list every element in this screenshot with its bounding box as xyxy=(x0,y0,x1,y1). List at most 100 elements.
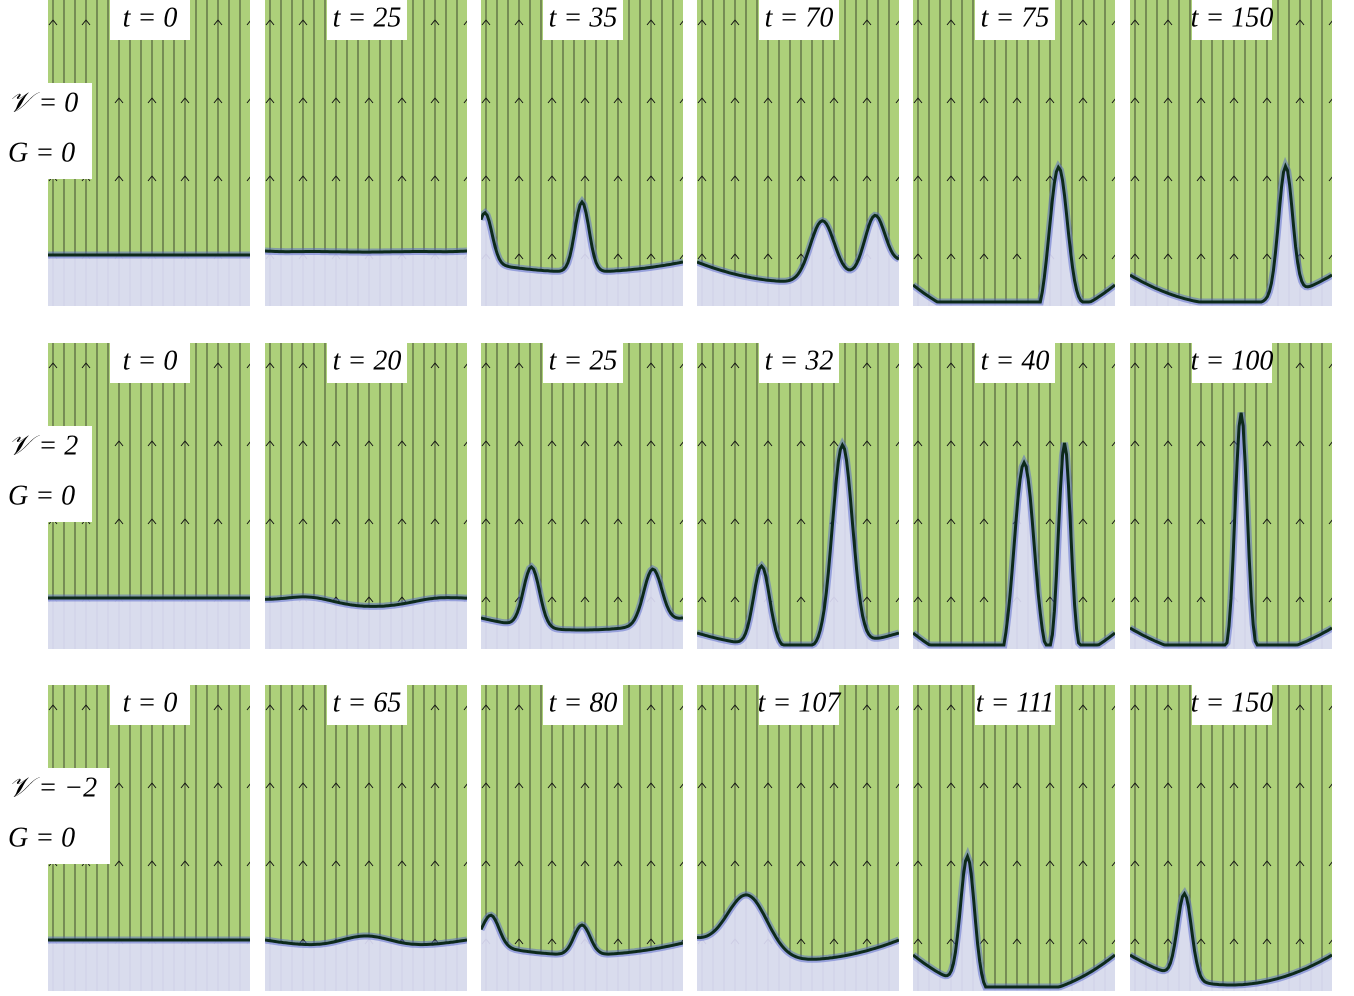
arrow xyxy=(1328,783,1332,789)
arrow xyxy=(265,518,275,525)
arrow xyxy=(979,175,989,182)
arrow xyxy=(1130,362,1140,369)
panel: t = 65 xyxy=(265,685,467,991)
arrow xyxy=(679,98,683,104)
time-label: t = 107 xyxy=(758,687,842,718)
arrow xyxy=(180,518,190,525)
arrow xyxy=(1130,596,1140,603)
fluid-bottom xyxy=(697,894,899,991)
arrow xyxy=(1111,176,1115,182)
arrow xyxy=(796,938,806,945)
arrow xyxy=(547,440,557,447)
arrow xyxy=(514,175,524,182)
panel-content xyxy=(265,0,467,306)
arrow xyxy=(213,518,223,525)
arrow xyxy=(697,362,707,369)
arrow xyxy=(364,440,374,447)
arrow xyxy=(298,175,308,182)
arrow xyxy=(679,441,683,447)
arrow xyxy=(481,19,491,26)
arrow xyxy=(1130,19,1140,26)
arrow xyxy=(463,705,467,711)
arrow xyxy=(796,860,806,867)
arrow xyxy=(547,782,557,789)
arrow xyxy=(697,253,707,260)
arrow xyxy=(829,938,839,945)
interface xyxy=(1130,162,1332,304)
arrow xyxy=(646,253,656,260)
arrow xyxy=(430,782,440,789)
panel: t = 75 xyxy=(913,0,1115,306)
arrow xyxy=(481,518,491,525)
arrow xyxy=(613,782,623,789)
arrow xyxy=(514,704,524,711)
fluid-bottom xyxy=(265,936,467,991)
panel-content xyxy=(697,343,899,649)
row-label-box xyxy=(0,426,92,522)
arrow xyxy=(265,782,275,789)
arrow xyxy=(1196,860,1206,867)
panel: t = 80 xyxy=(481,685,683,991)
arrow xyxy=(463,20,467,26)
time-label-box xyxy=(759,0,839,40)
time-label-box xyxy=(975,343,1055,383)
interface xyxy=(1130,412,1332,647)
time-label-box xyxy=(110,0,190,40)
time-label: t = 80 xyxy=(549,687,618,718)
fluid-top xyxy=(1130,0,1332,306)
arrow xyxy=(463,363,467,369)
arrow xyxy=(114,782,124,789)
arrow xyxy=(114,97,124,104)
arrow xyxy=(1012,782,1022,789)
fluid-top xyxy=(697,343,899,649)
arrow xyxy=(298,860,308,867)
arrow xyxy=(1262,518,1272,525)
interface xyxy=(697,441,899,647)
arrow xyxy=(862,596,872,603)
arrow xyxy=(1130,782,1140,789)
arrow xyxy=(481,596,491,603)
arrow xyxy=(246,176,250,182)
panel-content xyxy=(1130,685,1332,991)
arrow xyxy=(613,938,623,945)
arrow xyxy=(1045,518,1055,525)
time-label: t = 20 xyxy=(333,345,402,376)
arrow xyxy=(1262,782,1272,789)
arrow xyxy=(697,97,707,104)
arrow xyxy=(913,362,923,369)
fluid-bottom xyxy=(48,598,250,649)
arrow xyxy=(763,97,773,104)
arrow xyxy=(613,97,623,104)
arrow xyxy=(646,440,656,447)
arrow xyxy=(1111,519,1115,525)
arrow xyxy=(331,782,341,789)
interface xyxy=(913,164,1115,304)
arrow xyxy=(481,440,491,447)
time-label: t = 25 xyxy=(549,345,618,376)
panel: t = 150 xyxy=(1130,685,1332,991)
arrow xyxy=(547,175,557,182)
arrow xyxy=(862,860,872,867)
arrow xyxy=(895,441,899,447)
time-label: t = 35 xyxy=(549,2,618,33)
interface xyxy=(913,442,1115,647)
arrow xyxy=(697,782,707,789)
arrow xyxy=(397,860,407,867)
arrow xyxy=(1045,97,1055,104)
arrow xyxy=(862,518,872,525)
panel-content xyxy=(481,343,683,649)
arrow xyxy=(213,440,223,447)
arrow xyxy=(979,782,989,789)
arrow xyxy=(147,175,157,182)
arrow xyxy=(430,860,440,867)
arrow xyxy=(1111,98,1115,104)
arrow xyxy=(862,782,872,789)
arrow xyxy=(213,860,223,867)
arrow xyxy=(730,362,740,369)
v-label: 𝒱 = −2 xyxy=(8,772,97,803)
arrow xyxy=(1328,363,1332,369)
panel: t = 35 xyxy=(481,0,683,306)
arrow xyxy=(147,860,157,867)
interface xyxy=(481,564,683,632)
